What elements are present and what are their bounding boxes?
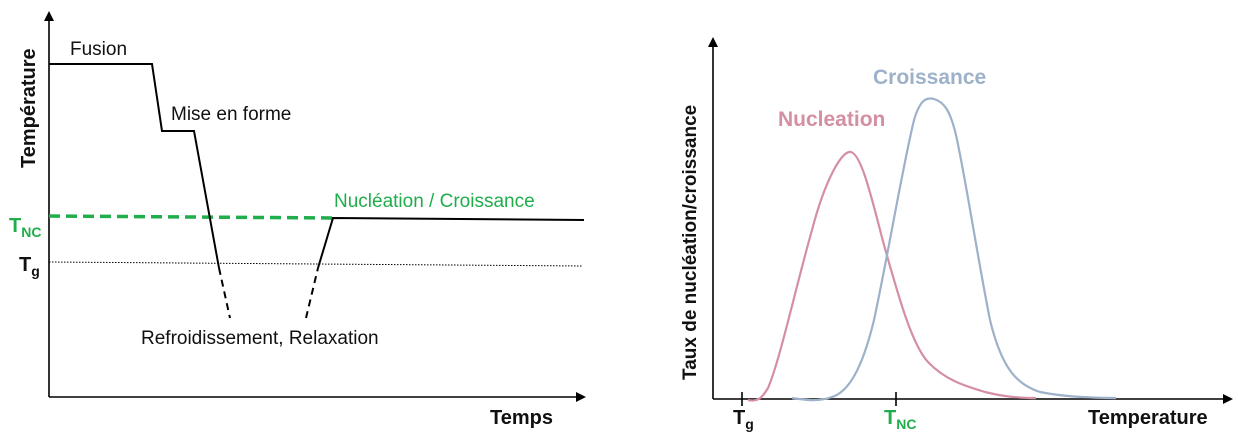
reheat-dashed-segment [305,267,319,319]
right-tnc-sub: NC [896,416,916,432]
nucleation-growth-label: Nucléation / Croissance [334,191,535,212]
shaping-label: Mise en forme [171,104,291,125]
nucleation-curve [747,150,1037,402]
right-tnc-main: T [884,407,896,429]
nucleation-series-label: Nucleation [778,108,885,131]
right-tg-sub: g [745,416,754,432]
left-diagram: Température Temps Fusion Mise en forme N… [9,11,586,429]
growth-series-label: Croissance [873,66,986,89]
nucleation-plateau-path [317,216,585,269]
right-tg-symbol: Tg [733,407,754,432]
cooling-dashed-segment [218,267,231,319]
thermal-history-path [49,63,220,269]
left-tnc-main: T [9,215,21,237]
left-tg-main: T [19,254,31,276]
left-tg-symbol: Tg [19,254,40,279]
left-tnc-sub: NC [21,224,41,240]
right-x-axis-title: Temperature [1088,407,1208,429]
left-y-axis-title: Température [18,48,40,168]
left-tg-sub: g [31,263,40,279]
tnc-dashed-line [48,214,334,220]
left-x-axis-title: Temps [490,407,553,429]
right-tg-main: T [733,407,745,429]
left-tnc-symbol: TNC [9,215,41,240]
right-y-axis-title: Taux de nucléation/croissance [680,105,701,380]
right-tnc-symbol: TNC [884,407,916,432]
tg-dotted-line [48,261,584,267]
right-diagram: Taux de nucléation/croissance Temperatur… [680,37,1233,432]
growth-curve [791,97,1117,402]
fusion-label: Fusion [70,39,127,60]
cooling-relaxation-label: Refroidissement, Relaxation [141,328,379,349]
